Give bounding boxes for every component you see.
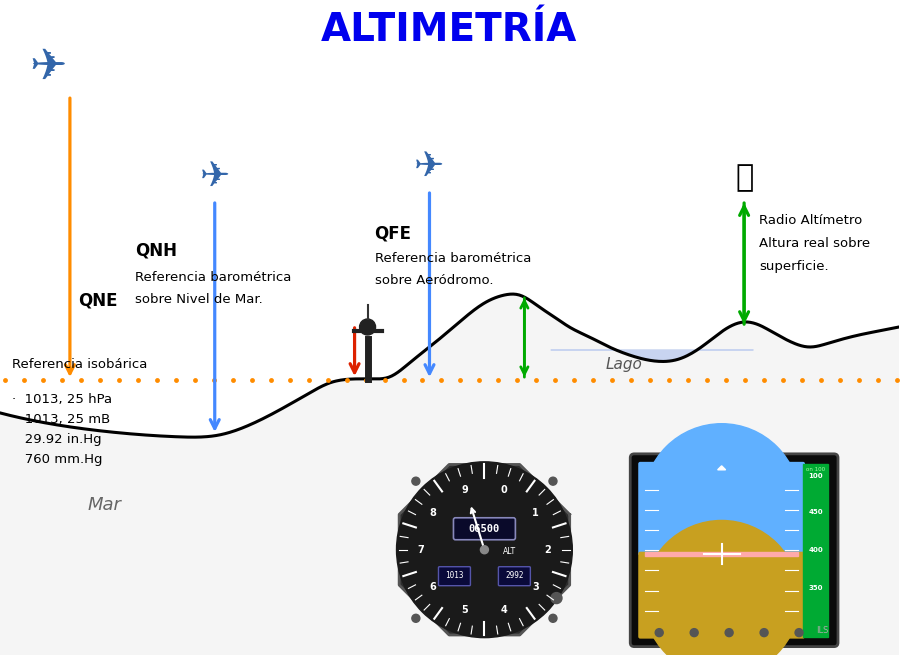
Circle shape (360, 319, 375, 335)
Text: Referencia barométrica: Referencia barométrica (135, 271, 292, 284)
Text: ✈: ✈ (30, 46, 67, 89)
Text: 🚁: 🚁 (735, 162, 753, 192)
Circle shape (412, 614, 420, 622)
Text: 0: 0 (500, 485, 508, 495)
Circle shape (397, 462, 572, 637)
Circle shape (760, 629, 768, 637)
Circle shape (725, 629, 734, 637)
Text: 1013: 1013 (446, 571, 464, 580)
Text: Mar: Mar (88, 496, 122, 514)
Text: 350: 350 (808, 586, 823, 591)
Text: 06500: 06500 (469, 524, 500, 534)
Circle shape (644, 521, 800, 655)
Text: Lago: Lago (606, 358, 643, 373)
FancyBboxPatch shape (638, 462, 805, 555)
Polygon shape (0, 380, 329, 654)
Text: 2992: 2992 (505, 571, 524, 580)
Text: 8: 8 (430, 508, 436, 517)
Text: sobre Aeródromo.: sobre Aeródromo. (374, 274, 493, 286)
Text: Radio Altímetro: Radio Altímetro (759, 214, 862, 227)
FancyBboxPatch shape (438, 567, 471, 586)
Text: ✈: ✈ (414, 150, 445, 184)
Text: 5: 5 (462, 605, 468, 615)
Text: 9: 9 (462, 485, 468, 495)
Text: 29.92 in.Hg: 29.92 in.Hg (12, 434, 102, 446)
Circle shape (549, 614, 557, 622)
Text: 450: 450 (808, 509, 823, 515)
FancyBboxPatch shape (499, 567, 530, 586)
Text: ·  1013, 25 hPa: · 1013, 25 hPa (12, 394, 112, 406)
FancyBboxPatch shape (630, 454, 838, 646)
Text: 1013, 25 mB: 1013, 25 mB (12, 413, 110, 426)
Circle shape (481, 546, 489, 553)
Text: QFE: QFE (374, 224, 411, 242)
Text: Altura real sobre: Altura real sobre (759, 236, 870, 250)
Text: ALT: ALT (503, 547, 516, 556)
Circle shape (644, 424, 800, 580)
FancyBboxPatch shape (454, 517, 516, 540)
Text: 6: 6 (430, 582, 436, 592)
Circle shape (795, 629, 803, 637)
Polygon shape (0, 294, 899, 654)
Polygon shape (717, 466, 725, 470)
Text: 2: 2 (544, 545, 551, 555)
Text: 7: 7 (418, 545, 425, 555)
Text: 400: 400 (808, 547, 823, 553)
Text: superficie.: superficie. (759, 259, 829, 272)
Text: Referencia barométrica: Referencia barométrica (374, 252, 531, 265)
Text: ALTIMETRÍA: ALTIMETRÍA (321, 11, 578, 49)
Circle shape (412, 477, 420, 485)
Text: 3: 3 (532, 582, 539, 592)
Text: sobre Nivel de Mar.: sobre Nivel de Mar. (135, 293, 263, 305)
Circle shape (549, 477, 557, 485)
Circle shape (655, 629, 663, 637)
Polygon shape (551, 350, 753, 362)
Bar (803, 464, 828, 637)
Text: QNE: QNE (78, 291, 117, 309)
Circle shape (551, 593, 562, 603)
Text: 4: 4 (500, 605, 508, 615)
FancyBboxPatch shape (638, 552, 805, 639)
Bar (645, 552, 798, 555)
Text: 760 mm.Hg: 760 mm.Hg (12, 453, 103, 466)
Text: ILS: ILS (815, 626, 828, 635)
Text: Referencia isobárica: Referencia isobárica (12, 358, 148, 371)
Text: 100: 100 (808, 473, 823, 479)
Polygon shape (400, 464, 570, 635)
Text: 1: 1 (532, 508, 539, 517)
Text: QNH: QNH (135, 241, 176, 259)
Text: ✈: ✈ (200, 160, 230, 194)
Text: on 100: on 100 (806, 466, 825, 472)
Circle shape (690, 629, 698, 637)
